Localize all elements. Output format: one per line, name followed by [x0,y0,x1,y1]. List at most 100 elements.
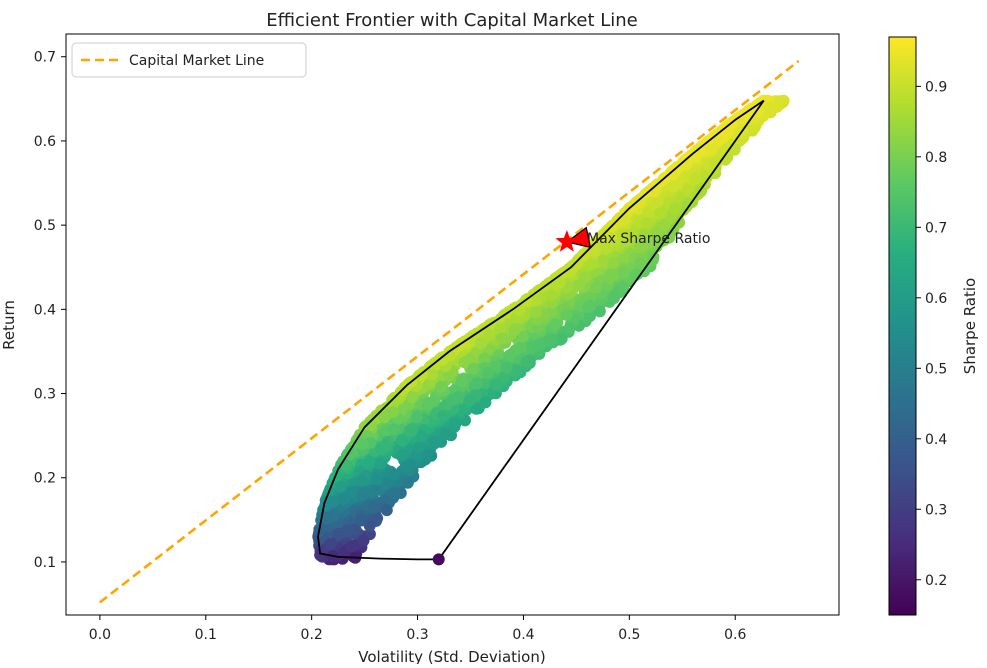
legend-box [71,42,307,78]
portfolio-point [404,458,417,471]
portfolio-point [590,281,603,294]
portfolio-point [442,369,455,382]
portfolio-point [371,512,384,525]
portfolio-point [608,292,620,304]
portfolio-point [648,198,661,211]
x-tick-label: 0.5 [618,627,640,643]
portfolio-point [370,473,383,486]
portfolio-point [387,406,400,419]
portfolio-point [583,310,596,323]
legend: Capital Market Line [71,42,307,78]
colorbar-tick-label: 0.9 [925,79,947,95]
portfolio-point [440,428,453,441]
portfolio-point [585,258,598,271]
portfolio-point [489,378,502,391]
portfolio-point [765,101,778,114]
x-tick-label: 0.4 [512,627,534,643]
colorbar-gradient [888,36,917,616]
portfolio-point [641,217,654,229]
colorbar-tick-label: 0.4 [925,432,947,448]
y-tick-label: 0.7 [34,50,56,66]
portfolio-point [483,328,496,341]
portfolio-point [638,229,650,242]
portfolio-point [513,304,526,316]
portfolio-point [728,143,741,156]
portfolio-point [355,514,368,527]
portfolio-point [479,396,492,409]
portfolio-point [345,540,358,553]
portfolio-point [607,257,620,270]
y-tick-label: 0.2 [34,471,56,487]
portfolio-point [467,362,480,375]
portfolio-point [380,504,393,517]
colorbar-tick-label: 0.7 [925,220,947,236]
portfolio-point [448,418,461,431]
portfolio-point [634,241,647,254]
portfolio-point [549,318,562,331]
portfolio-point [426,368,438,381]
portfolio-point [655,206,668,219]
colorbar-tick-label: 0.8 [925,150,947,166]
portfolio-point [667,180,680,193]
portfolio-point [628,227,641,239]
x-tick-label: 0.6 [724,627,746,643]
portfolio-point [340,459,352,472]
portfolio-point [689,172,702,185]
y-axis-label: Return [0,300,18,350]
portfolio-point [430,435,443,448]
portfolio-point [396,434,408,447]
portfolio-point [573,279,586,291]
portfolio-point [509,323,522,336]
portfolio-point [470,402,483,415]
portfolio-point [415,430,428,443]
x-tick-label: 0.1 [195,627,217,643]
portfolio-point [599,243,612,255]
portfolio-point [503,349,516,362]
portfolio-point [532,338,545,351]
portfolio-point [497,371,510,384]
portfolio-point [681,198,694,211]
frontier-hull-segment [437,100,765,560]
portfolio-point [405,424,418,437]
portfolio-point [401,476,414,489]
portfolio-point [520,355,533,368]
capital-market-line [99,59,800,604]
portfolio-point [471,377,484,390]
portfolio-point [475,337,488,350]
portfolio-point [563,322,576,335]
portfolio-point [341,524,354,536]
colorbar: 0.2 0.3 0.4 0.5 0.6 0.7 0.8 0.9 Sharpe Ratio [888,36,979,616]
portfolio-point [516,330,529,343]
portfolio-point [584,299,597,312]
colorbar-tick-label: 0.5 [925,361,947,377]
portfolio-point [500,361,513,374]
portfolio-point [327,495,340,508]
portfolio-point [413,441,425,454]
portfolio-point [411,411,424,424]
max-sharpe-star-marker [555,230,579,252]
lines-layer [99,59,800,604]
chart-title: Efficient Frontier with Capital Market L… [266,10,638,31]
y-tick-label: 0.1 [34,555,56,571]
x-axis-ticks: 0.0 0.1 0.2 0.3 0.4 0.5 0.6 [89,615,746,643]
portfolio-point [496,332,509,345]
portfolio-point [378,411,391,424]
y-tick-label: 0.3 [34,387,56,403]
portfolio-point [347,485,359,498]
max-sharpe-annotation: Max Sharpe Ratio [587,231,710,247]
y-tick-label: 0.4 [34,302,56,318]
portfolio-point [396,448,409,461]
portfolio-point [606,268,619,281]
portfolio-point [598,255,611,268]
portfolio-point [545,333,558,346]
x-axis-label: Volatility (Std. Deviation) [358,648,545,664]
colorbar-tick-label: 0.2 [925,573,947,589]
portfolio-point [321,512,334,525]
portfolio-point [669,201,682,214]
colorbar-tick-label: 0.3 [925,502,947,518]
portfolio-point [510,364,523,377]
portfolio-point [363,455,376,468]
portfolio-point [422,397,435,409]
portfolio-point [364,419,377,432]
